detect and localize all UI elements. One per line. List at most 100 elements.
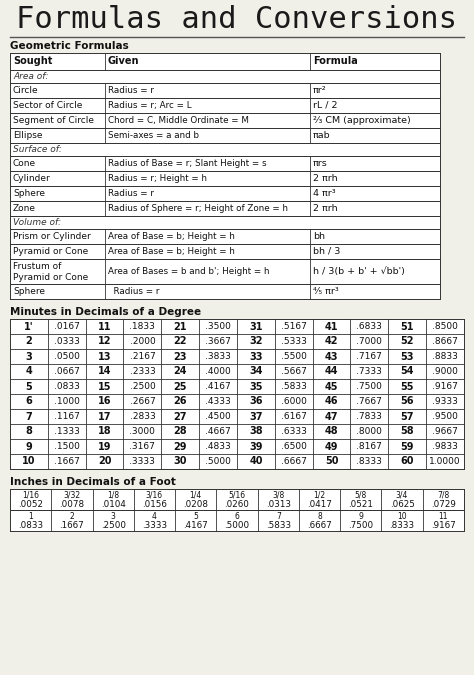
- Text: Ellipse: Ellipse: [13, 131, 43, 140]
- Text: 1/16: 1/16: [22, 491, 39, 500]
- Text: Radius of Sphere = r; Height of Zone = h: Radius of Sphere = r; Height of Zone = h: [108, 204, 288, 213]
- Text: 46: 46: [325, 396, 338, 406]
- Text: Geometric Formulas: Geometric Formulas: [10, 41, 129, 51]
- Text: .0625: .0625: [390, 500, 415, 509]
- Text: 4: 4: [152, 512, 157, 521]
- Text: 27: 27: [173, 412, 187, 421]
- Text: h / 3(b + b' + √bb'): h / 3(b + b' + √bb'): [313, 267, 405, 276]
- Text: 10: 10: [397, 512, 407, 521]
- Text: 14: 14: [98, 367, 111, 377]
- Text: Semi-axes = a and b: Semi-axes = a and b: [108, 131, 199, 140]
- Text: Radius = r; Arc = L: Radius = r; Arc = L: [108, 101, 191, 110]
- Text: 16: 16: [98, 396, 111, 406]
- Text: 40: 40: [249, 456, 263, 466]
- Text: 38: 38: [249, 427, 263, 437]
- Text: .4000: .4000: [205, 367, 231, 376]
- Text: .5000: .5000: [224, 520, 250, 530]
- Text: Formulas and Conversions: Formulas and Conversions: [17, 5, 457, 34]
- Bar: [10, 113, 440, 128]
- Text: .0156: .0156: [142, 500, 167, 509]
- Text: Prism or Cylinder: Prism or Cylinder: [13, 232, 91, 241]
- Text: ⁴⁄₅ πr³: ⁴⁄₅ πr³: [313, 287, 339, 296]
- Text: 1/2: 1/2: [313, 491, 326, 500]
- Bar: [10, 83, 440, 98]
- Text: .2667: .2667: [129, 397, 155, 406]
- Text: Sphere: Sphere: [13, 189, 45, 198]
- Text: 26: 26: [173, 396, 187, 406]
- Text: 23: 23: [173, 352, 187, 362]
- Text: .9000: .9000: [432, 367, 458, 376]
- Text: 48: 48: [325, 427, 338, 437]
- Text: .2833: .2833: [129, 412, 155, 421]
- Text: .6667: .6667: [281, 457, 307, 466]
- Text: .6667: .6667: [307, 520, 332, 530]
- Text: 22: 22: [173, 337, 187, 346]
- Text: 7/8: 7/8: [437, 491, 449, 500]
- Text: .4167: .4167: [183, 520, 208, 530]
- Text: .1167: .1167: [54, 412, 80, 421]
- Text: .0208: .0208: [183, 500, 208, 509]
- Text: bh / 3: bh / 3: [313, 247, 340, 256]
- Text: .9833: .9833: [432, 442, 458, 451]
- Text: 41: 41: [325, 321, 338, 331]
- Text: 2 πrh: 2 πrh: [313, 174, 337, 183]
- Text: .0500: .0500: [54, 352, 80, 361]
- Text: bh: bh: [313, 232, 325, 241]
- Text: 35: 35: [249, 381, 263, 391]
- Text: 54: 54: [401, 367, 414, 377]
- Text: .3667: .3667: [205, 337, 231, 346]
- Bar: [10, 216, 440, 229]
- Text: 60: 60: [401, 456, 414, 466]
- Bar: [10, 128, 440, 143]
- Text: 3: 3: [111, 512, 116, 521]
- Bar: [10, 510, 464, 531]
- Text: 17: 17: [98, 412, 111, 421]
- Text: 10: 10: [22, 456, 36, 466]
- Text: Radius = r: Radius = r: [108, 86, 154, 95]
- Text: .0667: .0667: [54, 367, 80, 376]
- Text: 18: 18: [98, 427, 111, 437]
- Text: Cone: Cone: [13, 159, 36, 168]
- Text: Cylinder: Cylinder: [13, 174, 51, 183]
- Text: .1667: .1667: [54, 457, 80, 466]
- Text: Radius = r: Radius = r: [108, 189, 154, 198]
- Text: .8667: .8667: [432, 337, 458, 346]
- Text: .5833: .5833: [266, 520, 291, 530]
- Text: .0104: .0104: [101, 500, 126, 509]
- Text: .8833: .8833: [432, 352, 458, 361]
- Text: .8167: .8167: [356, 442, 383, 451]
- Text: .4500: .4500: [205, 412, 231, 421]
- Text: 53: 53: [401, 352, 414, 362]
- Text: 36: 36: [249, 396, 263, 406]
- Text: 51: 51: [401, 321, 414, 331]
- Text: .7833: .7833: [356, 412, 383, 421]
- Text: .3333: .3333: [142, 520, 167, 530]
- Text: 11: 11: [438, 512, 448, 521]
- Text: .8500: .8500: [432, 322, 458, 331]
- Text: 55: 55: [401, 381, 414, 391]
- Text: 9: 9: [358, 512, 363, 521]
- Text: .7000: .7000: [356, 337, 383, 346]
- Text: 1': 1': [24, 321, 34, 331]
- Text: πrs: πrs: [313, 159, 328, 168]
- Bar: [10, 171, 440, 186]
- Text: 2: 2: [70, 512, 74, 521]
- Text: 15: 15: [98, 381, 111, 391]
- Text: .2167: .2167: [129, 352, 155, 361]
- Text: Formula: Formula: [313, 57, 358, 67]
- Text: 1/4: 1/4: [190, 491, 202, 500]
- Text: Frustum of: Frustum of: [13, 262, 61, 271]
- Text: Volume of:: Volume of:: [13, 218, 61, 227]
- Text: .3833: .3833: [205, 352, 231, 361]
- Text: .8000: .8000: [356, 427, 383, 436]
- Text: .9167: .9167: [431, 520, 456, 530]
- Text: 9: 9: [26, 441, 32, 452]
- Text: .5333: .5333: [281, 337, 307, 346]
- Text: πab: πab: [313, 131, 331, 140]
- Bar: [10, 186, 440, 201]
- Text: 44: 44: [325, 367, 338, 377]
- Text: 6: 6: [26, 396, 32, 406]
- Text: Segment of Circle: Segment of Circle: [13, 116, 94, 125]
- Text: .0260: .0260: [225, 500, 249, 509]
- Bar: [10, 259, 440, 284]
